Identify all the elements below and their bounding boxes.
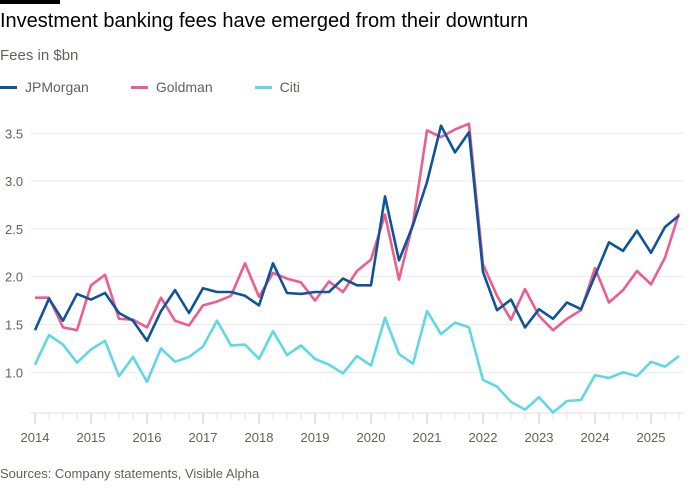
x-tick-label: 2020 <box>357 430 386 445</box>
y-tick-label: 2.0 <box>5 270 23 285</box>
legend-label: Goldman <box>155 79 213 95</box>
legend-item-jpmorgan: JPMorgan <box>0 79 89 95</box>
x-tick-label: 2015 <box>77 430 106 445</box>
x-tick-label: 2021 <box>413 430 442 445</box>
chart-title: Investment banking fees have emerged fro… <box>0 10 529 32</box>
source-note: Sources: Company statements, Visible Alp… <box>0 466 260 481</box>
legend-label: JPMorgan <box>25 79 89 95</box>
brand-bar <box>0 0 60 4</box>
legend-swatch <box>130 85 148 89</box>
x-axis: 2014 2015 2016 2017 2018 2019 2020 2021 2022 2023… <box>21 412 684 445</box>
series-lines <box>33 122 681 414</box>
y-tick-label: 1.0 <box>5 365 23 380</box>
legend-swatch <box>0 85 17 89</box>
x-tick-label: 2025 <box>637 430 666 445</box>
series-line-citi <box>33 309 680 414</box>
legend-swatch <box>254 85 272 89</box>
y-tick-label: 3.5 <box>5 126 23 141</box>
line-chart: 1.01.52.02.53.03.5 2014 2015 2016 2017 2018 2… <box>5 122 684 445</box>
y-tick-label: 3.0 <box>5 174 23 189</box>
legend-item-goldman: Goldman <box>130 79 213 95</box>
x-tick-label: 2014 <box>21 430 50 445</box>
series-line-goldman <box>35 122 681 332</box>
legend-label: Citi <box>279 79 300 95</box>
x-tick-label: 2023 <box>525 430 554 445</box>
legend-item-citi: Citi <box>254 79 300 95</box>
x-tick-label: 2019 <box>301 430 330 445</box>
legend: JPMorgan Goldman Citi <box>0 79 342 95</box>
chart-subtitle: Fees in $bn <box>0 47 79 64</box>
gridlines: 1.0 1.5 2.0 2.5 3.0 3.5 <box>5 126 684 380</box>
x-tick-label: 2016 <box>133 430 162 445</box>
series-line-jpmorgan <box>33 124 680 343</box>
y-tick-label: 2.5 <box>5 222 23 237</box>
x-tick-label: 2018 <box>245 430 274 445</box>
y-tick-label: 1.5 <box>5 318 23 333</box>
x-tick-label: 2024 <box>581 430 610 445</box>
x-tick-label: 2022 <box>469 430 498 445</box>
x-tick-label: 2017 <box>189 430 218 445</box>
